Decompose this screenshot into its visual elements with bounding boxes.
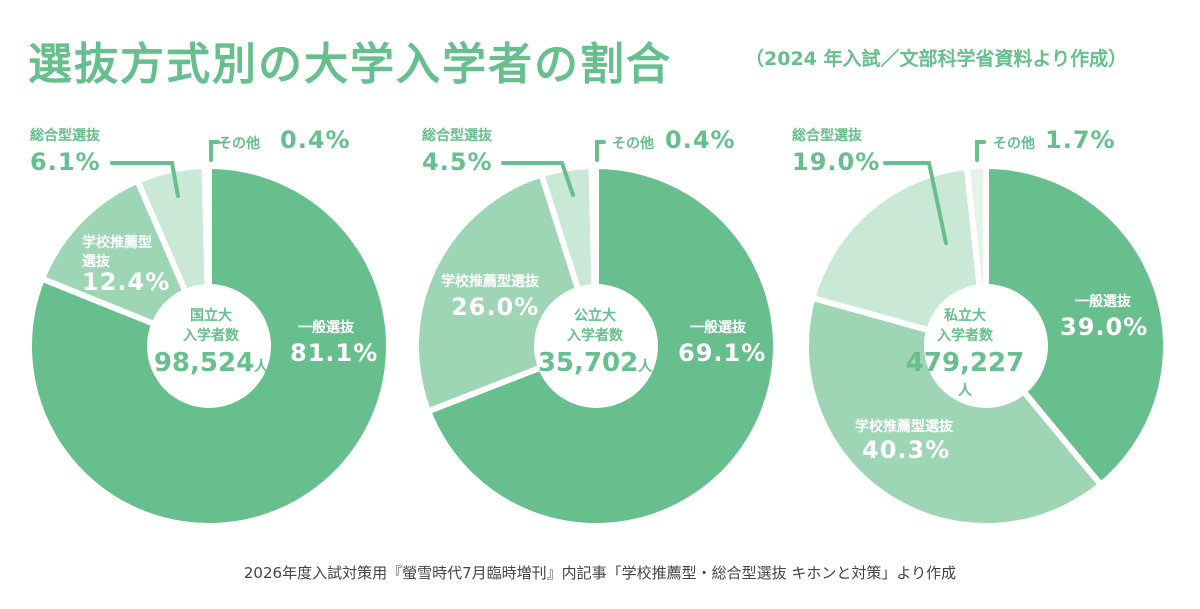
pie2-general-value: 69.1%	[678, 339, 767, 367]
pie-center-hole	[534, 284, 658, 408]
pie-2	[413, 140, 779, 529]
pie3-center-label1: 私立大	[944, 308, 986, 324]
chart-subtitle: （2024 年入試／文部科学省資料より作成）	[745, 48, 1128, 70]
pie1-comprehensive-name: 総合型選抜	[30, 128, 100, 144]
pie2-total: 35,702	[537, 348, 639, 378]
pie3-center-label2: 入学者数	[937, 328, 993, 344]
leader-line-comprehensive	[883, 161, 948, 245]
pie3-comprehensive-name: 総合型選抜	[792, 128, 862, 144]
pie1-comprehensive-value: 6.1%	[30, 148, 101, 176]
pie3-general-name: 一般選抜	[1075, 294, 1131, 310]
pie-center-hole	[147, 284, 271, 408]
pie1-school-name: 学校推薦型 選抜	[82, 234, 152, 272]
pie1-other-value: 0.4%	[280, 126, 351, 154]
pie2-general-name: 一般選抜	[690, 320, 746, 336]
pie2-comprehensive-name: 総合型選抜	[422, 128, 492, 144]
pie3-school-name: 学校推薦型選抜	[855, 419, 953, 435]
pie1-general-name: 一般選抜	[298, 320, 354, 336]
pie2-unit: 人	[638, 359, 653, 375]
pie1-school-name-line2: 選抜	[82, 254, 110, 270]
pie2-other-name: その他	[612, 136, 654, 152]
pie1-total: 98,524	[153, 348, 255, 378]
slice-comprehensive	[808, 163, 990, 351]
pie3-other-value: 1.7%	[1045, 126, 1116, 154]
pie3-general-value: 39.0%	[1060, 313, 1149, 341]
source-footer: 2026年度入試対策用『螢雪時代7月臨時増刊』内記事「学校推薦型・総合型選抜 キ…	[243, 564, 957, 582]
pie2-center-label1: 公立大	[574, 308, 616, 324]
pie3-comprehensive-value: 19.0%	[792, 148, 881, 176]
pie-1	[26, 140, 392, 529]
pie3-total: 479,227	[905, 348, 1025, 378]
pie1-center: 国立大 入学者数 98,524人	[146, 306, 276, 380]
pie2-school-name: 学校推薦型選抜	[441, 274, 539, 290]
pie-3	[803, 140, 1169, 529]
chart-title: 選抜方式別の大学入学者の割合	[28, 39, 672, 90]
pie1-school-value: 12.4%	[82, 268, 171, 296]
pie1-center-label2: 入学者数	[183, 328, 239, 344]
pie1-school-name-line1: 学校推薦型	[82, 235, 152, 251]
slice-general	[983, 162, 1169, 489]
pie2-school-value: 26.0%	[451, 293, 540, 321]
leader-line-other	[209, 140, 220, 162]
leader-line-other	[595, 140, 606, 162]
pie2-center: 公立大 入学者数 35,702人	[530, 306, 660, 380]
pie3-unit: 人	[958, 383, 972, 399]
leader-line-comprehensive	[501, 161, 575, 197]
pie2-center-label2: 入学者数	[567, 328, 623, 344]
pie1-general-value: 81.1%	[290, 339, 379, 367]
pie1-other-name: その他	[218, 136, 260, 152]
leader-line-other	[975, 140, 986, 162]
pie2-other-value: 0.4%	[665, 126, 736, 154]
pie3-other-name: その他	[993, 136, 1035, 152]
pie3-center: 私立大 入学者数 479,227 人	[900, 306, 1030, 400]
pie-center-hole	[924, 284, 1048, 408]
pie3-school-value: 40.3%	[862, 436, 951, 464]
pie1-center-label1: 国立大	[190, 308, 232, 324]
pie2-comprehensive-value: 4.5%	[422, 148, 493, 176]
leader-line-comprehensive	[110, 161, 180, 198]
pie1-unit: 人	[254, 359, 269, 375]
slice-school	[803, 294, 1105, 529]
